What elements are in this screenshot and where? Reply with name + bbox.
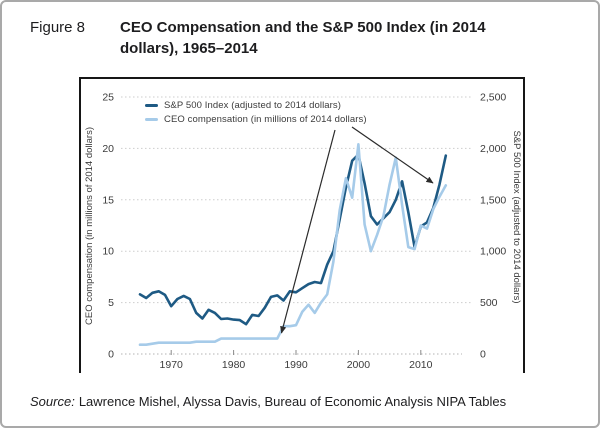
right-tick-label: 0	[480, 349, 486, 361]
callout-line-1988	[280, 129, 336, 334]
left-tick-label: 15	[102, 194, 114, 206]
x-tick-label: 1990	[284, 359, 308, 371]
ceo-line-swatch	[145, 118, 158, 121]
x-tick-label: 2000	[347, 359, 371, 371]
left-tick-label: 0	[108, 349, 114, 361]
left-tick-label: 25	[102, 92, 114, 104]
figure-number: Figure 8	[30, 19, 86, 36]
legend-label-sp500: S&P 500 Index (adjusted to 2014 dollars)	[164, 100, 342, 111]
right-tick-label: 2,000	[480, 143, 506, 155]
x-tick-label: 1980	[222, 359, 246, 371]
source-text: Lawrence Mishel, Alyssa Davis, Bureau of…	[78, 394, 507, 409]
callout-line-2014	[351, 126, 434, 184]
left-axis-title: CEO compensation (in millions of 2014 do…	[84, 127, 95, 325]
legend: S&P 500 Index (adjusted to 2014 dollars)…	[145, 100, 367, 125]
legend-label-ceo: CEO compensation (in millions of 2014 do…	[164, 114, 367, 125]
left-tick-label: 5	[108, 297, 114, 309]
right-tick-label: 1,500	[480, 194, 506, 206]
ceo-compensation-line	[138, 143, 448, 347]
right-axis-title: S&P 500 Index (adjusted to 2014 dollars)	[511, 130, 522, 303]
right-tick-label: 500	[480, 297, 498, 309]
chart-area: 1970 1980 1990 2000 2010 0 5 10 15 20 25 0 500 1,000 1…	[79, 77, 525, 373]
right-tick-label: 1,000	[480, 246, 506, 258]
x-tick-label: 2010	[409, 359, 433, 371]
left-tick-label: 10	[102, 246, 114, 258]
figure-title: CEO Compensation and the S&P 500 Index (…	[120, 19, 486, 57]
line-chart: 1970 1980 1990 2000 2010 0 5 10 15 20 25 0 500 1,000 1…	[84, 92, 522, 372]
sp500-line-swatch	[145, 104, 158, 107]
x-tick-label: 1970	[160, 359, 184, 371]
legend-item-ceo: CEO compensation (in millions of 2014 do…	[145, 114, 367, 125]
legend-item-sp500: S&P 500 Index (adjusted to 2014 dollars)	[145, 100, 367, 111]
source-label: Source:	[30, 394, 75, 409]
figure-header: Figure 8 CEO Compensation and the S&P 50…	[30, 17, 512, 59]
right-tick-label: 2,500	[480, 92, 506, 104]
left-tick-label: 20	[102, 143, 114, 155]
source-note: Source: Lawrence Mishel, Alyssa Davis, Bu…	[30, 394, 506, 409]
